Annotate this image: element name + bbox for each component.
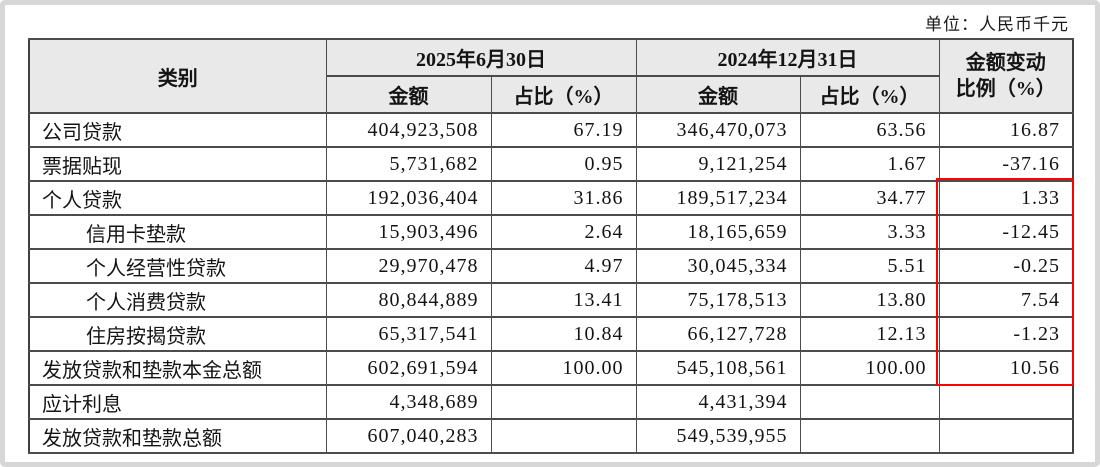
pct-2024-cell: 63.56 xyxy=(799,112,940,148)
header-date-2025: 2025年6月30日 xyxy=(325,38,637,77)
change-cell xyxy=(938,418,1074,454)
pct-2025-cell: 10.84 xyxy=(490,316,637,352)
loans-table: 类别 2025年6月30日 2024年12月31日 金额变动 比例（%） 金额 … xyxy=(28,38,1074,454)
category-cell: 票据贴现 xyxy=(28,146,327,182)
amount-2025-cell: 29,970,478 xyxy=(325,248,492,284)
pct-2024-cell xyxy=(799,384,940,420)
table-row: 应计利息 4,348,689 4,431,394 xyxy=(28,384,1074,420)
table-row: 公司贷款 404,923,508 67.19 346,470,073 63.56… xyxy=(28,112,1074,148)
change-cell: 7.54 xyxy=(938,282,1074,318)
change-cell: 10.56 xyxy=(938,350,1074,386)
amount-2025-cell: 15,903,496 xyxy=(325,214,492,250)
pct-2025-cell: 0.95 xyxy=(490,146,637,182)
pct-2024-cell: 1.67 xyxy=(799,146,940,182)
change-cell: -1.23 xyxy=(938,316,1074,352)
category-cell: 发放贷款和垫款总额 xyxy=(28,418,327,454)
amount-2024-cell: 9,121,254 xyxy=(635,146,801,182)
change-cell: 1.33 xyxy=(938,180,1074,216)
category-cell: 住房按揭贷款 xyxy=(28,316,327,352)
pct-2024-cell xyxy=(799,418,940,454)
pct-2024-cell: 3.33 xyxy=(799,214,940,250)
table-row: 发放贷款和垫款总额 607,040,283 549,539,955 xyxy=(28,418,1074,454)
header-amount-2025: 金额 xyxy=(325,75,492,114)
amount-2024-cell: 18,165,659 xyxy=(635,214,801,250)
table-row: 住房按揭贷款 65,317,541 10.84 66,127,728 12.13… xyxy=(28,316,1074,352)
amount-2024-cell: 549,539,955 xyxy=(635,418,801,454)
table-body: 公司贷款 404,923,508 67.19 346,470,073 63.56… xyxy=(28,112,1074,454)
amount-2025-cell: 5,731,682 xyxy=(325,146,492,182)
change-cell: 16.87 xyxy=(938,112,1074,148)
pct-2025-cell xyxy=(490,384,637,420)
pct-2024-cell: 13.80 xyxy=(799,282,940,318)
amount-2025-cell: 602,691,594 xyxy=(325,350,492,386)
pct-2024-cell: 5.51 xyxy=(799,248,940,284)
amount-2024-cell: 4,431,394 xyxy=(635,384,801,420)
change-cell xyxy=(938,384,1074,420)
amount-2025-cell: 65,317,541 xyxy=(325,316,492,352)
table-row: 发放贷款和垫款本金总额 602,691,594 100.00 545,108,5… xyxy=(28,350,1074,386)
table-header: 类别 2025年6月30日 2024年12月31日 金额变动 比例（%） 金额 … xyxy=(28,38,1074,114)
unit-label: 单位：人民币千元 xyxy=(925,15,1069,34)
category-cell: 个人贷款 xyxy=(28,180,327,216)
table-row: 票据贴现 5,731,682 0.95 9,121,254 1.67 -37.1… xyxy=(28,146,1074,182)
header-category: 类别 xyxy=(28,38,327,114)
header-change-line2: 比例（%） xyxy=(955,78,1056,100)
amount-2024-cell: 75,178,513 xyxy=(635,282,801,318)
category-cell: 应计利息 xyxy=(28,384,327,420)
table-row: 信用卡垫款 15,903,496 2.64 18,165,659 3.33 -1… xyxy=(28,214,1074,250)
pct-2025-cell: 67.19 xyxy=(490,112,637,148)
amount-2024-cell: 545,108,561 xyxy=(635,350,801,386)
header-amount-2024: 金额 xyxy=(635,75,801,114)
amount-2024-cell: 189,517,234 xyxy=(635,180,801,216)
amount-2025-cell: 4,348,689 xyxy=(325,384,492,420)
table-row: 个人贷款 192,036,404 31.86 189,517,234 34.77… xyxy=(28,180,1074,216)
amount-2025-cell: 192,036,404 xyxy=(325,180,492,216)
pct-2025-cell: 13.41 xyxy=(490,282,637,318)
amount-2024-cell: 346,470,073 xyxy=(635,112,801,148)
header-change-line1: 金额变动 xyxy=(965,52,1046,74)
category-cell: 个人消费贷款 xyxy=(28,282,327,318)
amount-2025-cell: 607,040,283 xyxy=(325,418,492,454)
header-pct-2025: 占比（%） xyxy=(490,75,637,114)
category-cell: 发放贷款和垫款本金总额 xyxy=(28,350,327,386)
category-cell: 信用卡垫款 xyxy=(28,214,327,250)
pct-2025-cell: 4.97 xyxy=(490,248,637,284)
pct-2025-cell xyxy=(490,418,637,454)
pct-2024-cell: 34.77 xyxy=(799,180,940,216)
pct-2024-cell: 12.13 xyxy=(799,316,940,352)
category-cell: 公司贷款 xyxy=(28,112,327,148)
pct-2025-cell: 2.64 xyxy=(490,214,637,250)
pct-2025-cell: 100.00 xyxy=(490,350,637,386)
table-row: 个人消费贷款 80,844,889 13.41 75,178,513 13.80… xyxy=(28,282,1074,318)
header-change: 金额变动 比例（%） xyxy=(938,38,1074,114)
pct-2025-cell: 31.86 xyxy=(490,180,637,216)
table-row: 个人经营性贷款 29,970,478 4.97 30,045,334 5.51 … xyxy=(28,248,1074,284)
pct-2024-cell: 100.00 xyxy=(799,350,940,386)
change-cell: -0.25 xyxy=(938,248,1074,284)
amount-2025-cell: 80,844,889 xyxy=(325,282,492,318)
amount-2024-cell: 66,127,728 xyxy=(635,316,801,352)
loans-table-wrap: 类别 2025年6月30日 2024年12月31日 金额变动 比例（%） 金额 … xyxy=(28,38,1074,454)
category-cell: 个人经营性贷款 xyxy=(28,248,327,284)
change-cell: -12.45 xyxy=(938,214,1074,250)
amount-2025-cell: 404,923,508 xyxy=(325,112,492,148)
header-pct-2024: 占比（%） xyxy=(799,75,940,114)
change-cell: -37.16 xyxy=(938,146,1074,182)
header-date-2024: 2024年12月31日 xyxy=(635,38,940,77)
amount-2024-cell: 30,045,334 xyxy=(635,248,801,284)
